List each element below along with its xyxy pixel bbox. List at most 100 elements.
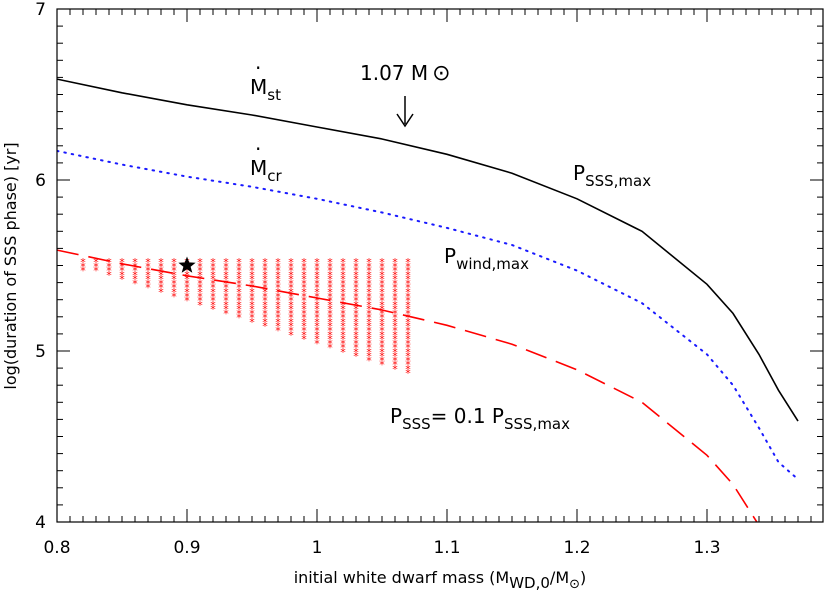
scatter-point: * (366, 316, 372, 329)
scatter-point: * (340, 337, 346, 350)
scatter-point: * (93, 265, 99, 278)
scatter-point: * (340, 286, 346, 299)
scatter-point: * (249, 282, 255, 295)
series-layer (57, 78, 799, 522)
scatter-point: * (327, 329, 333, 342)
scatter-point: * (249, 299, 255, 312)
scatter-point: * (327, 342, 333, 355)
scatter-point: * (301, 277, 307, 290)
scatter-point: * (236, 307, 242, 320)
scatter-point: * (249, 256, 255, 269)
scatter-point: * (366, 337, 372, 350)
scatter-point: * (197, 256, 203, 269)
scatter-point: * (353, 256, 359, 269)
scatter-point: * (405, 363, 411, 376)
scatter-point: * (132, 273, 138, 286)
scatter-point: * (210, 273, 216, 286)
scatter-point: * (353, 316, 359, 329)
scatter-point: * (314, 273, 320, 286)
scatter-point: * (340, 282, 346, 295)
scatter-point: * (249, 303, 255, 316)
scatter-point: * (392, 282, 398, 295)
scatter-point: * (392, 273, 398, 286)
scatter-point: * (210, 299, 216, 312)
scatter-point: * (379, 320, 385, 333)
scatter-point: * (262, 290, 268, 303)
scatter-point: * (262, 303, 268, 316)
scatter-point: * (158, 260, 164, 273)
scatter-point: * (405, 320, 411, 333)
scatter-point: * (392, 299, 398, 312)
scatter-point: * (366, 312, 372, 325)
scatter-point: * (171, 286, 177, 299)
scatter-point: * (223, 286, 229, 299)
scatter-point: * (392, 290, 398, 303)
scatter-point: * (236, 290, 242, 303)
x-tick-label: 1.2 (563, 538, 590, 558)
scatter-point: * (353, 269, 359, 282)
scatter-point: * (106, 269, 112, 282)
scatter-point: * (249, 286, 255, 299)
scatter-point: * (236, 256, 242, 269)
scatter-point: * (236, 277, 242, 290)
scatter-point: * (275, 316, 281, 329)
scatter-layer: ****************************************… (80, 256, 411, 380)
label-pwind-max: Pwind,max (444, 244, 529, 273)
scatter-point: * (405, 359, 411, 372)
scatter-point: * (405, 329, 411, 342)
svg-text:1.07 M⊙: 1.07 M ⊙ (360, 61, 451, 86)
scatter-point: * (275, 295, 281, 308)
scatter-point: * (236, 269, 242, 282)
svg-text:·: · (255, 137, 261, 161)
scatter-point: * (80, 256, 86, 269)
scatter-point: * (301, 273, 307, 286)
scatter-point: * (353, 333, 359, 346)
scatter-point: * (197, 277, 203, 290)
scatter-point: * (405, 282, 411, 295)
scatter-point: * (262, 286, 268, 299)
scatter-point: * (275, 269, 281, 282)
scatter-point: * (275, 324, 281, 337)
scatter-point: * (366, 299, 372, 312)
scatter-point: * (405, 307, 411, 320)
scatter-point: * (366, 277, 372, 290)
scatter-point: * (236, 260, 242, 273)
scatter-point: * (327, 265, 333, 278)
scatter-point: * (301, 260, 307, 273)
scatter-point: * (262, 307, 268, 320)
scatter-point: * (366, 282, 372, 295)
scatter-point: * (340, 256, 346, 269)
scatter-point: * (392, 354, 398, 367)
scatter-point: * (197, 295, 203, 308)
scatter-point: * (288, 303, 294, 316)
scatter-point: * (249, 316, 255, 329)
scatter-point: * (275, 286, 281, 299)
scatter-point: * (262, 273, 268, 286)
scatter-point: * (171, 282, 177, 295)
scatter-point: * (353, 295, 359, 308)
scatter-point: * (301, 307, 307, 320)
scatter-point: * (223, 256, 229, 269)
annotation-mcr: · Mcr (250, 137, 283, 185)
scatter-point: * (223, 299, 229, 312)
scatter-point: * (392, 342, 398, 355)
scatter-point: * (392, 363, 398, 376)
scatter-point: * (366, 333, 372, 346)
scatter-point: * (314, 303, 320, 316)
scatter-point: * (392, 265, 398, 278)
scatter-point: * (353, 307, 359, 320)
scatter-point: * (327, 320, 333, 333)
scatter-point: * (288, 324, 294, 337)
scatter-point: * (132, 265, 138, 278)
scatter-point: * (405, 350, 411, 363)
scatter-point: * (262, 295, 268, 308)
scatter-point: * (366, 324, 372, 337)
scatter-point: * (340, 333, 346, 346)
annotation-mass: 1.07 M ⊙ (360, 61, 451, 128)
scatter-point: * (379, 324, 385, 337)
scatter-point: * (366, 320, 372, 333)
scatter-point: * (379, 307, 385, 320)
scatter-point: * (223, 303, 229, 316)
scatter-point: * (288, 282, 294, 295)
scatter-point: * (340, 269, 346, 282)
